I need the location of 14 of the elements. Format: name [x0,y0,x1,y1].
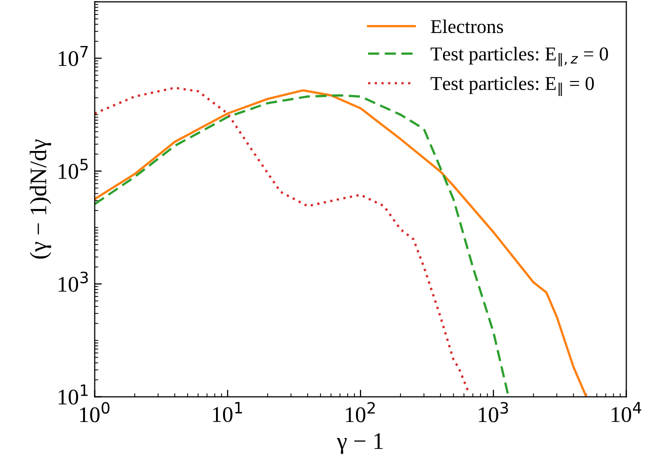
y-tick-label: 10$^{7}$ [58,46,88,66]
x-axis-title: γ − 1 [336,433,383,454]
x-tick-label: 10$^{3}$ [478,402,508,422]
y-tick-label: 10$^{1}$ [58,384,88,405]
legend-label: Test particles: E$_{∥}$ = 0 [430,76,594,96]
legend-label: Test particles: E$_{∥,z}$ = 0 [430,46,608,66]
y-tick-label: 10$^{3}$ [58,272,88,292]
legend-label: Electrons [430,19,504,34]
x-tick-label: 10$^{1}$ [213,402,242,422]
x-tick-label: 10$^{4}$ [612,402,642,422]
x-tick-label: 10$^{2}$ [346,402,375,422]
y-tick-label: 10$^{5}$ [58,158,88,179]
y-axis-title: (γ − 1)dN/dγ [30,139,52,259]
x-tick-label: 10$^{0}$ [80,402,110,422]
